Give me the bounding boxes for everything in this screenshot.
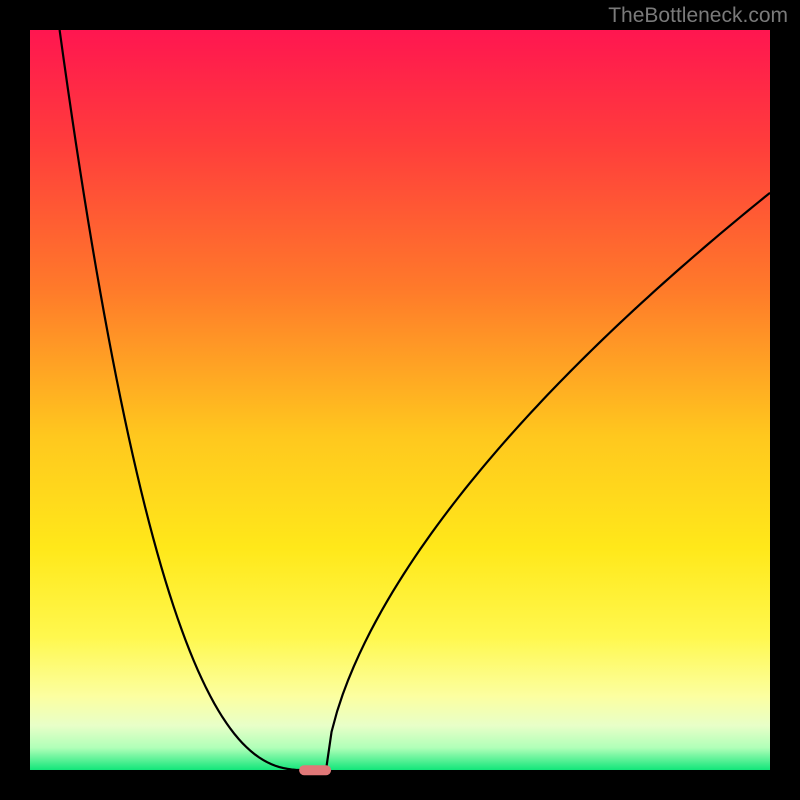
plot-area bbox=[30, 30, 770, 770]
bottleneck-curve bbox=[30, 30, 770, 770]
optimal-marker bbox=[299, 765, 331, 775]
watermark-text: TheBottleneck.com bbox=[608, 4, 788, 28]
